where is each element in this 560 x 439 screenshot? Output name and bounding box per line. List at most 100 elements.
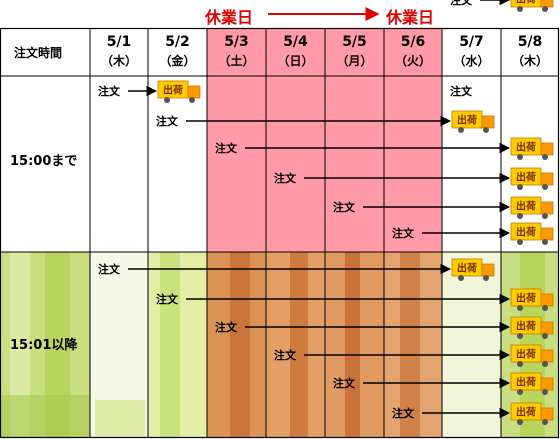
truck-wheel	[517, 213, 523, 219]
ship-label: 出荷	[516, 320, 536, 333]
order-label: 注文	[333, 201, 355, 214]
truck-cab	[481, 263, 495, 277]
truck-icon: 出荷	[157, 80, 201, 103]
header-day-6: （火）	[394, 54, 431, 68]
header-date-6: 5/6	[400, 34, 426, 50]
row-label-after-1501: 15:01以降	[10, 338, 78, 353]
truck-cab	[540, 293, 554, 307]
grid-border	[0, 27, 560, 439]
truck-icon: 出荷	[510, 402, 554, 425]
truck-wheel	[458, 127, 464, 133]
lower-bg-stripe	[10, 252, 30, 437]
truck-cab	[187, 85, 201, 99]
truck-wheel	[483, 127, 489, 133]
truck-cab	[540, 407, 554, 421]
header-day-5: （月）	[336, 54, 373, 68]
order-label: 注文	[392, 227, 414, 240]
truck-wheel	[517, 184, 523, 190]
truck-cab	[540, 0, 554, 8]
order-label: 注文	[98, 263, 120, 276]
row-label-until-1500: 15:00まで	[10, 154, 78, 169]
order-label: 注文	[156, 115, 178, 128]
ship-label: 出荷	[163, 84, 183, 97]
truck-wheel	[458, 275, 464, 281]
holiday-cell	[207, 28, 266, 252]
truck-wheel	[542, 213, 548, 219]
truck-wheel	[542, 6, 548, 12]
ship-label: 出荷	[516, 226, 536, 239]
truck-icon: 出荷	[510, 167, 554, 190]
header-day-3: （土）	[218, 54, 255, 68]
lower-bg-stripe	[0, 395, 90, 437]
lower-holiday-stripe	[290, 252, 308, 437]
truck-wheel	[517, 389, 523, 395]
truck-cab	[540, 172, 554, 186]
truck-wheel	[542, 239, 548, 245]
truck-wheel	[164, 97, 170, 103]
truck-wheel	[542, 154, 548, 160]
truck-icon: 出荷	[510, 196, 554, 219]
ship-label: 出荷	[516, 171, 536, 184]
header-date-8: 5/8	[517, 34, 543, 50]
header-corner-label: 注文時間	[14, 46, 63, 60]
lower-holiday-stripe	[230, 252, 250, 437]
header-date-1: 5/1	[106, 34, 132, 50]
truck-icon: 出荷	[510, 288, 554, 311]
lower-bg-stripe	[95, 400, 145, 437]
order-label: 注文	[333, 377, 355, 390]
ship-label: 出荷	[516, 200, 536, 213]
ship-label: 出荷	[457, 114, 477, 127]
header-day-8: （木）	[511, 54, 548, 68]
truck-wheel	[517, 333, 523, 339]
truck-wheel	[517, 419, 523, 425]
header-date-3: 5/3	[224, 34, 249, 50]
holiday-cell	[266, 28, 325, 252]
order-label: 注文	[274, 172, 296, 185]
truck-icon: 出荷	[510, 344, 554, 367]
truck-icon: 出荷	[451, 258, 495, 281]
header-day-4: （日）	[277, 54, 314, 68]
holiday-cell	[325, 28, 384, 252]
holiday-label-start: 休業日	[205, 8, 254, 27]
ship-label: 出荷	[516, 406, 536, 419]
header-date-2: 5/2	[165, 34, 190, 50]
lower-holiday-stripe	[345, 252, 360, 437]
truck-wheel	[542, 419, 548, 425]
truck-wheel	[517, 6, 523, 12]
truck-icon: 出荷	[510, 222, 554, 245]
order-label: 注文	[274, 349, 296, 362]
lower-bg-stripe	[442, 252, 501, 437]
truck-cab	[481, 115, 495, 129]
ship-label: 出荷	[516, 348, 536, 361]
ship-label: 出荷	[516, 141, 536, 154]
truck-icon: 出荷	[451, 110, 495, 133]
truck-body	[510, 0, 542, 8]
truck-wheel	[189, 97, 195, 103]
header-day-1: （木）	[100, 54, 137, 68]
holiday-label-end: 休業日	[386, 8, 435, 27]
truck-icon: 出荷	[510, 0, 554, 12]
header-day-7: （水）	[453, 54, 490, 68]
order-label: 注文	[156, 293, 178, 306]
header-date-5: 5/5	[342, 34, 367, 50]
order-label: 注文	[98, 85, 120, 98]
truck-cab	[540, 201, 554, 215]
truck-icon: 出荷	[510, 316, 554, 339]
truck-cab	[540, 349, 554, 363]
truck-wheel	[542, 333, 548, 339]
truck-cab	[540, 377, 554, 391]
header-day-2: （金）	[159, 54, 196, 68]
order-label: 注文	[450, 0, 472, 7]
ship-label: 出荷	[516, 292, 536, 305]
truck-cab	[540, 321, 554, 335]
order-label: 注文	[450, 85, 472, 98]
truck-wheel	[483, 275, 489, 281]
truck-cab	[540, 227, 554, 241]
order-label: 注文	[392, 407, 414, 420]
truck-wheel	[517, 361, 523, 367]
truck-wheel	[542, 305, 548, 311]
header-date-7: 5/7	[459, 34, 484, 50]
truck-wheel	[542, 361, 548, 367]
